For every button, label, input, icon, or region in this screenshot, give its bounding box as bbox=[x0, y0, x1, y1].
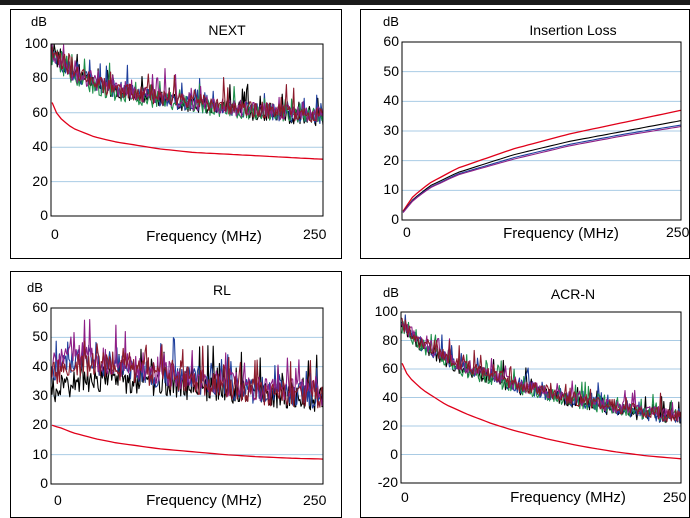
y-tick-label: 20 bbox=[32, 172, 48, 189]
y-tick-label: 0 bbox=[40, 475, 48, 491]
x-tick-label: 250 bbox=[303, 492, 327, 508]
x-axis-label: Frequency (MHz) bbox=[510, 489, 626, 506]
top-border bbox=[0, 0, 690, 5]
y-tick-label: 80 bbox=[382, 331, 398, 348]
x-axis-label: Frequency (MHz) bbox=[146, 492, 262, 509]
y-tick-label: 30 bbox=[383, 122, 399, 138]
plot-area bbox=[50, 307, 324, 485]
y-tick-label: 60 bbox=[32, 103, 48, 120]
y-tick-label: 40 bbox=[382, 388, 398, 405]
x-tick-label: 0 bbox=[401, 489, 409, 505]
series-line bbox=[402, 120, 682, 213]
chart-title: Insertion Loss bbox=[529, 22, 617, 38]
plot-frame bbox=[50, 43, 324, 217]
y-axis-label: dB bbox=[383, 285, 399, 300]
y-tick-label: 0 bbox=[390, 445, 398, 462]
y-tick-label: 40 bbox=[32, 138, 48, 155]
y-tick-label: -20 bbox=[377, 474, 398, 490]
plot-area bbox=[50, 43, 324, 217]
y-tick-label: 40 bbox=[32, 357, 48, 374]
y-axis-label: dB bbox=[31, 14, 47, 29]
limit-line bbox=[51, 102, 324, 160]
y-tick-label: 50 bbox=[32, 328, 48, 345]
y-tick-label: 100 bbox=[24, 35, 48, 51]
series-line bbox=[400, 317, 682, 422]
y-tick-label: 20 bbox=[32, 416, 48, 433]
y-axis-label: dB bbox=[383, 14, 399, 29]
y-tick-label: 60 bbox=[32, 299, 48, 315]
chart-title: NEXT bbox=[208, 22, 246, 38]
y-tick-label: 20 bbox=[383, 151, 399, 168]
y-tick-label: 0 bbox=[40, 207, 48, 223]
y-tick-label: 50 bbox=[383, 62, 399, 79]
rl-chart-panel: dB RL Frequency (MHz) 0 250 60 50 40 30 20 10 0 bbox=[10, 271, 342, 518]
y-tick-label: 10 bbox=[383, 181, 399, 198]
plot-area bbox=[400, 311, 682, 484]
x-tick-label: 250 bbox=[663, 489, 687, 505]
y-tick-label: 40 bbox=[383, 92, 399, 109]
next-chart-panel: dB NEXT Frequency (MHz) 0 250 100 80 60 40 20 0 bbox=[10, 9, 342, 259]
y-tick-label: 60 bbox=[382, 360, 398, 376]
x-axis-label: Frequency (MHz) bbox=[503, 225, 619, 242]
y-tick-label: 60 bbox=[383, 33, 399, 49]
x-tick-label: 0 bbox=[403, 224, 411, 240]
y-tick-label: 20 bbox=[382, 417, 398, 433]
series-line bbox=[50, 46, 324, 123]
series-line bbox=[402, 125, 682, 213]
limit-line bbox=[51, 424, 324, 460]
series-line bbox=[402, 124, 682, 213]
plot-frame bbox=[400, 311, 682, 484]
y-axis-label: dB bbox=[27, 280, 43, 295]
x-axis-label: Frequency (MHz) bbox=[146, 228, 262, 245]
x-tick-label: 0 bbox=[54, 492, 62, 508]
y-tick-label: 30 bbox=[32, 387, 48, 403]
series-line bbox=[50, 340, 324, 409]
x-tick-label: 0 bbox=[51, 226, 59, 242]
plot-area bbox=[401, 41, 682, 221]
insertion-loss-chart-panel: dB Insertion Loss Frequency (MHz) 0 250 60 50 4… bbox=[360, 9, 690, 259]
chart-title: ACR-N bbox=[550, 286, 596, 302]
plot-frame bbox=[50, 307, 324, 485]
limit-line bbox=[401, 363, 682, 460]
acr-n-chart-panel: dB ACR-N Frequency (MHz) 0 250 100 80 60 40 20 0 -2… bbox=[360, 275, 690, 518]
limit-line bbox=[402, 109, 682, 212]
x-tick-label: 250 bbox=[303, 226, 327, 242]
y-tick-label: 100 bbox=[374, 303, 398, 319]
plot-frame bbox=[401, 41, 682, 221]
x-tick-label: 250 bbox=[666, 224, 690, 240]
y-tick-label: 80 bbox=[32, 69, 48, 86]
y-tick-label: 10 bbox=[32, 445, 48, 462]
y-tick-label: 0 bbox=[391, 211, 399, 227]
chart-title: RL bbox=[213, 282, 231, 298]
